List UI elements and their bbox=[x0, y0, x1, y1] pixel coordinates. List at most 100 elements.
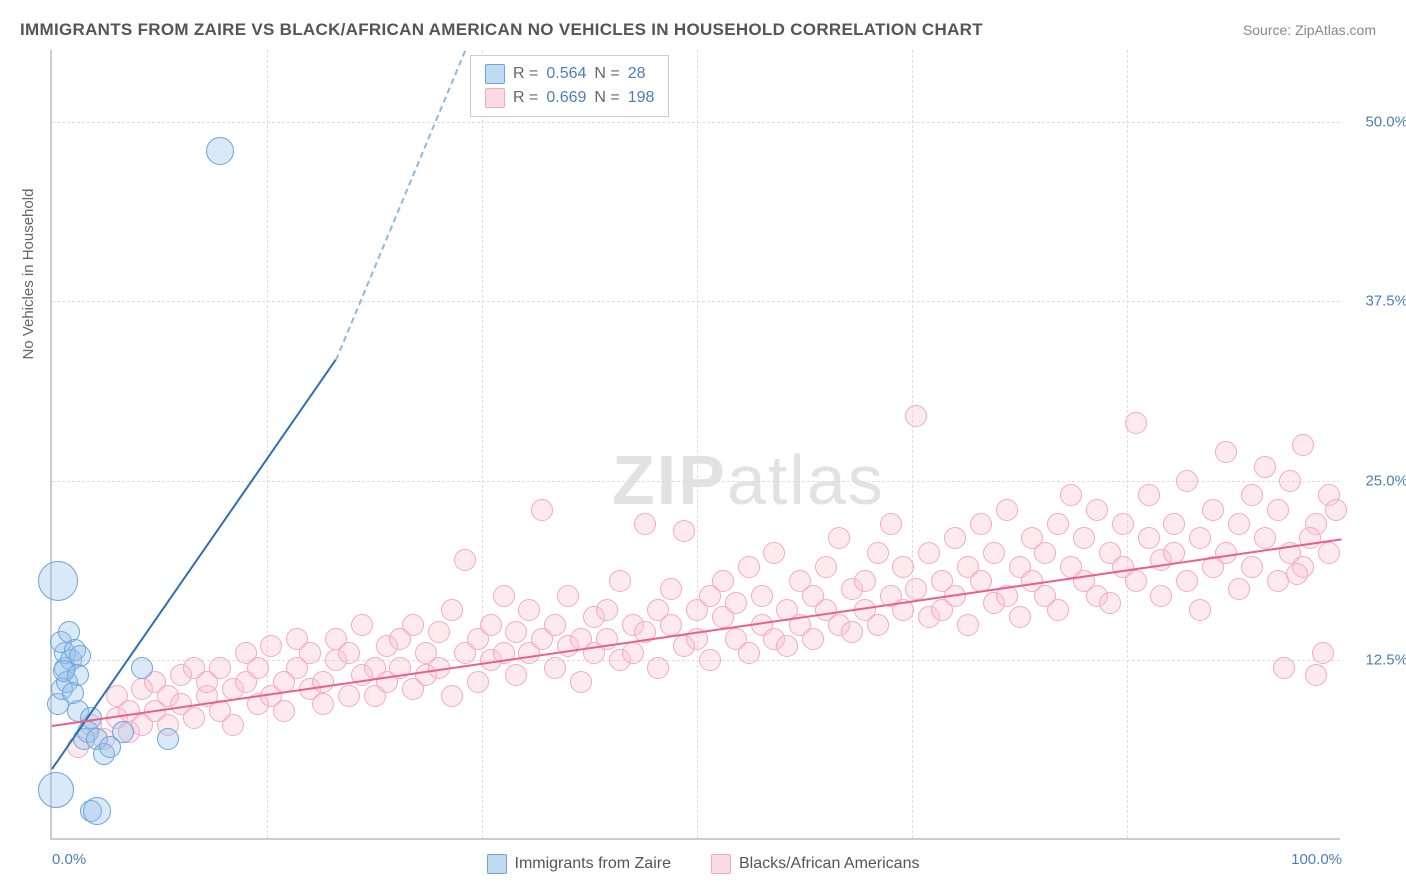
black-point bbox=[505, 664, 527, 686]
black-point bbox=[699, 649, 721, 671]
black-point bbox=[428, 621, 450, 643]
black-point bbox=[712, 570, 734, 592]
black-point bbox=[776, 635, 798, 657]
trend-line bbox=[335, 51, 466, 361]
black-point bbox=[1176, 570, 1198, 592]
black-point bbox=[660, 614, 682, 636]
black-point bbox=[1267, 499, 1289, 521]
black-point bbox=[531, 499, 553, 521]
black-point bbox=[634, 513, 656, 535]
chart-title: IMMIGRANTS FROM ZAIRE VS BLACK/AFRICAN A… bbox=[20, 20, 983, 40]
black-point bbox=[1228, 513, 1250, 535]
gridline-h bbox=[52, 481, 1340, 482]
black-point bbox=[1215, 542, 1237, 564]
y-tick-label: 12.5% bbox=[1365, 652, 1406, 669]
black-point bbox=[1138, 484, 1160, 506]
black-point bbox=[1112, 513, 1134, 535]
black-point bbox=[183, 707, 205, 729]
black-point bbox=[957, 614, 979, 636]
legend-r-key: R = bbox=[513, 62, 538, 86]
black-point bbox=[905, 405, 927, 427]
black-point bbox=[557, 585, 579, 607]
black-point bbox=[905, 578, 927, 600]
black-point bbox=[763, 542, 785, 564]
legend-n-val: 198 bbox=[628, 86, 655, 110]
gridline-h bbox=[52, 301, 1340, 302]
black-point bbox=[841, 621, 863, 643]
legend-item: Blacks/African Americans bbox=[711, 854, 920, 874]
black-point bbox=[867, 614, 889, 636]
gridline-v bbox=[267, 50, 268, 838]
legend-label: Blacks/African Americans bbox=[739, 855, 920, 873]
zaire-point bbox=[157, 728, 179, 750]
black-point bbox=[1215, 441, 1237, 463]
gridline-v bbox=[912, 50, 913, 838]
black-point bbox=[660, 578, 682, 600]
legend-n-key: N = bbox=[594, 86, 619, 110]
black-point bbox=[944, 527, 966, 549]
correlation-legend: R = 0.564 N = 28R = 0.669 N = 198 bbox=[470, 55, 669, 117]
legend-r-val: 0.564 bbox=[546, 62, 586, 86]
black-point bbox=[983, 542, 1005, 564]
black-point bbox=[1150, 585, 1172, 607]
black-point bbox=[1099, 592, 1121, 614]
legend-label: Immigrants from Zaire bbox=[515, 855, 671, 873]
zaire-point bbox=[38, 772, 74, 808]
black-point bbox=[1125, 570, 1147, 592]
black-point bbox=[441, 599, 463, 621]
legend-swatch bbox=[487, 854, 507, 874]
legend-n-key: N = bbox=[594, 62, 619, 86]
zaire-point bbox=[62, 682, 84, 704]
gridline-v bbox=[697, 50, 698, 838]
black-point bbox=[570, 671, 592, 693]
black-point bbox=[222, 714, 244, 736]
black-point bbox=[1009, 606, 1031, 628]
black-point bbox=[1279, 470, 1301, 492]
black-point bbox=[1228, 578, 1250, 600]
black-point bbox=[467, 671, 489, 693]
black-point bbox=[1125, 412, 1147, 434]
legend-item: Immigrants from Zaire bbox=[487, 854, 671, 874]
black-point bbox=[1047, 513, 1069, 535]
black-point bbox=[338, 642, 360, 664]
plot-area: ZIPatlas 12.5%25.0%37.5%50.0%0.0%100.0% bbox=[50, 50, 1340, 840]
black-point bbox=[854, 570, 876, 592]
y-axis-label: No Vehicles in Household bbox=[20, 189, 37, 360]
source-label: Source: ZipAtlas.com bbox=[1243, 22, 1376, 38]
black-point bbox=[609, 570, 631, 592]
black-point bbox=[544, 657, 566, 679]
black-point bbox=[1241, 556, 1263, 578]
black-point bbox=[1034, 542, 1056, 564]
black-point bbox=[1254, 527, 1276, 549]
black-point bbox=[493, 585, 515, 607]
black-point bbox=[918, 542, 940, 564]
zaire-point bbox=[131, 657, 153, 679]
black-point bbox=[751, 585, 773, 607]
black-point bbox=[299, 642, 321, 664]
black-point bbox=[647, 657, 669, 679]
black-point bbox=[505, 621, 527, 643]
y-tick-label: 50.0% bbox=[1365, 113, 1406, 130]
black-point bbox=[1305, 664, 1327, 686]
zaire-point bbox=[38, 561, 78, 601]
black-point bbox=[1318, 542, 1340, 564]
black-point bbox=[454, 549, 476, 571]
series-legend: Immigrants from Zaire Blacks/African Amer… bbox=[0, 854, 1406, 874]
black-point bbox=[1176, 470, 1198, 492]
black-point bbox=[312, 671, 334, 693]
black-point bbox=[402, 614, 424, 636]
black-point bbox=[247, 657, 269, 679]
gridline-v bbox=[482, 50, 483, 838]
black-point bbox=[828, 527, 850, 549]
black-point bbox=[970, 513, 992, 535]
black-point bbox=[1254, 456, 1276, 478]
black-point bbox=[1189, 527, 1211, 549]
black-point bbox=[312, 693, 334, 715]
black-point bbox=[1202, 499, 1224, 521]
black-point bbox=[1189, 599, 1211, 621]
black-point bbox=[1286, 563, 1308, 585]
black-point bbox=[892, 556, 914, 578]
gridline-v bbox=[1127, 50, 1128, 838]
zaire-point bbox=[99, 736, 121, 758]
black-point bbox=[1241, 484, 1263, 506]
